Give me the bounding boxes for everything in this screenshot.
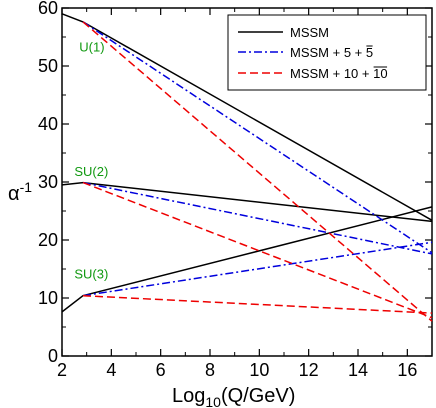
legend-overbar-digit: 5 bbox=[366, 45, 373, 60]
x-tick-label: 16 bbox=[397, 360, 417, 380]
legend-label-mssm5: MSSM + 5 + 5 bbox=[290, 45, 373, 60]
annotation-label: SU(2) bbox=[74, 164, 108, 179]
y-axis-title-sup: -1 bbox=[20, 179, 33, 195]
x-tick-label: 10 bbox=[249, 360, 269, 380]
x-tick-label: 2 bbox=[57, 360, 67, 380]
y-axis-title: α-1 bbox=[8, 179, 32, 205]
x-tick-label: 12 bbox=[299, 360, 319, 380]
legend-overbar-digit: 10 bbox=[373, 66, 387, 81]
legend-label-mssm10: MSSM + 10 + 10 bbox=[290, 66, 388, 81]
annotations: U(1) SU(2) SU(3) bbox=[74, 40, 108, 282]
x-tick-label: 14 bbox=[348, 360, 368, 380]
mssm5-line-2 bbox=[82, 241, 433, 297]
x-tick-label: 8 bbox=[205, 360, 215, 380]
mssm10-line-0 bbox=[82, 21, 433, 322]
x-axis-title: Log10(Q/GeV) bbox=[172, 385, 295, 408]
y-tick-label: 0 bbox=[48, 346, 58, 366]
y-tick-label: 10 bbox=[38, 288, 58, 308]
y-tick-label: 60 bbox=[38, 0, 58, 18]
legend-label-mssm: MSSM bbox=[290, 25, 329, 40]
mssm10-line-1 bbox=[82, 181, 433, 319]
mssm5-line-0 bbox=[82, 21, 433, 254]
annotation-label: SU(3) bbox=[74, 266, 108, 281]
legend: MSSM MSSM + 5 + 5 MSSM + 10 + 10 bbox=[227, 14, 427, 91]
y-tick-label: 30 bbox=[38, 172, 58, 192]
annotation-label: U(1) bbox=[79, 40, 104, 55]
y-tick-label: 40 bbox=[38, 114, 58, 134]
y-axis-title-base: α bbox=[8, 183, 20, 205]
x-axis-title-rest: (Q/GeV) bbox=[221, 385, 295, 407]
y-tick-label: 50 bbox=[38, 56, 58, 76]
x-axis-title-sub: 10 bbox=[205, 394, 221, 408]
y-tick-label: 20 bbox=[38, 230, 58, 250]
series-lines bbox=[61, 13, 433, 322]
axis-ticks: 2 4 6 8 10 12 14 16 0 10 20 30 40 50 60 bbox=[38, 0, 432, 380]
x-tick-label: 4 bbox=[106, 360, 116, 380]
mssm5-line-1 bbox=[82, 181, 433, 255]
mssm10-line-2 bbox=[82, 294, 433, 314]
x-axis-title-base: Log bbox=[172, 385, 205, 407]
x-tick-label: 6 bbox=[156, 360, 166, 380]
